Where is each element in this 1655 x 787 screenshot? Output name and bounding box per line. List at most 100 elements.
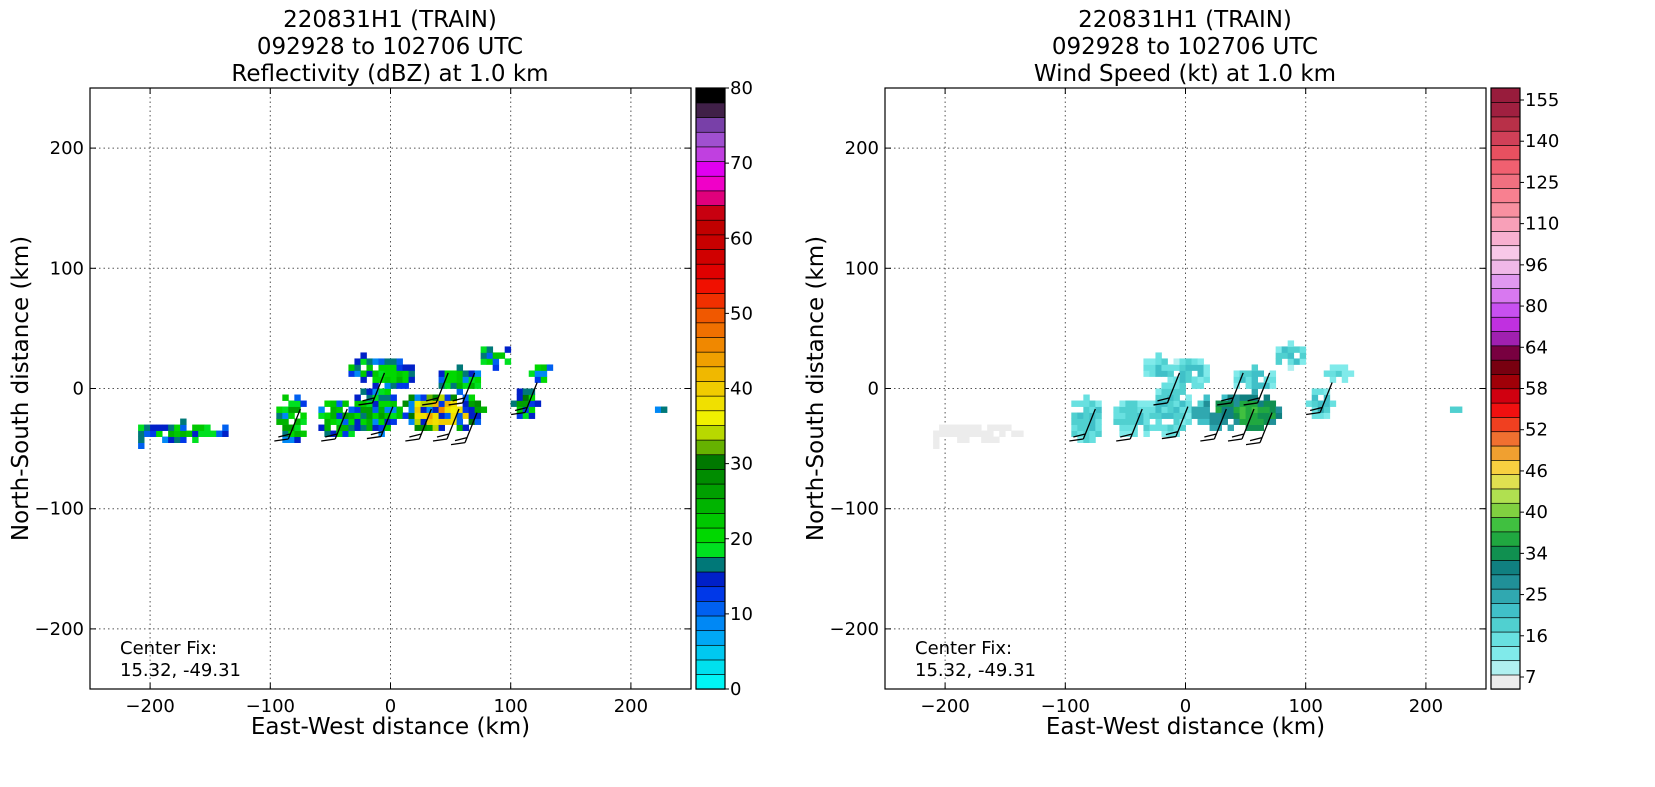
data-cell	[1317, 412, 1325, 419]
data-cell	[1299, 346, 1307, 353]
wind-barb	[432, 408, 460, 442]
data-cell	[468, 406, 476, 413]
colorbar-label: 64	[1525, 337, 1548, 358]
data-cell	[1317, 388, 1325, 395]
data-cell	[498, 352, 506, 359]
data-cell	[1215, 400, 1222, 407]
data-cell	[1215, 412, 1222, 419]
data-cell	[1161, 388, 1168, 395]
data-cell	[1251, 394, 1259, 401]
data-cell	[474, 376, 482, 383]
colorbar-swatch	[695, 146, 726, 162]
data-cell	[540, 370, 548, 377]
wind-barb	[358, 372, 386, 406]
x-tick-label: 100	[494, 696, 528, 717]
data-cell	[1167, 406, 1174, 413]
data-cell	[282, 430, 289, 437]
data-cell	[336, 406, 343, 413]
data-cell	[1203, 394, 1210, 401]
data-cell	[1269, 406, 1277, 413]
data-cell	[1143, 412, 1150, 419]
data-cell	[462, 376, 470, 383]
data-cell	[1329, 370, 1337, 377]
data-cell	[468, 382, 476, 389]
data-cell	[1203, 376, 1210, 383]
data-cell	[474, 418, 482, 425]
chart-title-line-3: Wind Speed (kt) at 1.0 km	[1034, 61, 1336, 87]
colorbar-label: 58	[1525, 379, 1548, 400]
colorbar-swatch	[695, 527, 726, 544]
colorbar-label: 25	[1525, 585, 1548, 606]
data-cell	[1167, 412, 1174, 419]
data-cell	[1455, 406, 1463, 413]
colorbar-swatch	[695, 102, 726, 118]
colorbar-swatch	[695, 263, 726, 280]
colorbar-swatch	[1490, 159, 1521, 175]
colorbar-swatch	[695, 322, 726, 338]
data-cell	[1173, 364, 1180, 371]
colorbar-swatch	[1490, 245, 1521, 261]
data-cell	[1269, 370, 1277, 377]
x-tick-label: 200	[1409, 696, 1443, 717]
grid	[885, 88, 1486, 689]
data-cell	[1275, 352, 1283, 359]
chart-title-line-1: 220831H1 (TRAIN)	[1078, 7, 1292, 33]
data-cell	[933, 436, 940, 443]
data-cell	[414, 424, 421, 431]
data-cell	[963, 436, 970, 443]
colorbar-swatch	[695, 190, 726, 206]
colorbar-swatch	[1490, 330, 1521, 347]
colorbar-swatch	[695, 512, 726, 529]
colorbar-swatch	[1490, 416, 1521, 433]
data-cell	[1251, 418, 1259, 425]
data-cell	[1113, 418, 1120, 425]
y-tick-label: 200	[845, 138, 879, 159]
data-cell	[957, 424, 964, 431]
data-cell	[1089, 430, 1096, 437]
data-cell	[1095, 430, 1102, 437]
x-tick-label: 0	[385, 696, 396, 717]
data-cell	[438, 382, 445, 389]
data-cell	[1179, 412, 1186, 419]
colorbar-swatch	[695, 439, 726, 456]
colorbar-swatch	[1490, 273, 1521, 289]
data-cell	[1167, 370, 1174, 377]
wind-barb	[1069, 408, 1096, 442]
data-cell	[390, 400, 397, 407]
data-cell	[366, 370, 373, 377]
y-axis-label: North-South distance (km)	[8, 236, 34, 541]
data-cell	[1179, 388, 1186, 395]
data-cell	[1173, 412, 1180, 419]
data-cell	[1257, 418, 1265, 425]
data-cell	[1071, 412, 1078, 419]
colorbar-swatch	[695, 160, 726, 177]
data-cell	[1197, 406, 1204, 413]
data-cell	[528, 400, 536, 407]
data-cell	[294, 424, 301, 431]
data-cell	[342, 418, 349, 425]
data-cell	[456, 406, 464, 413]
data-cell	[1179, 370, 1186, 377]
data-cell	[408, 364, 415, 371]
data-cell	[354, 400, 361, 407]
data-cell	[1197, 370, 1204, 377]
colorbar-swatch	[1490, 617, 1521, 633]
data-cell	[1233, 370, 1240, 377]
data-cell	[540, 364, 548, 371]
data-cell	[1323, 370, 1331, 377]
data-cell	[1071, 400, 1078, 407]
data-cell	[288, 400, 295, 407]
data-cell	[444, 412, 451, 419]
data-cell	[468, 370, 476, 377]
data-cell	[486, 346, 494, 353]
data-cell	[390, 364, 397, 371]
colorbar-swatch	[1490, 87, 1521, 103]
data-cell	[276, 406, 283, 413]
data-cell	[360, 352, 367, 359]
data-cell	[1083, 430, 1090, 437]
data-cell	[1131, 400, 1138, 407]
colorbar-swatch	[1490, 631, 1521, 647]
colorbar-label: 50	[730, 303, 753, 324]
data-cell	[1269, 418, 1277, 425]
data-cell	[372, 412, 379, 419]
